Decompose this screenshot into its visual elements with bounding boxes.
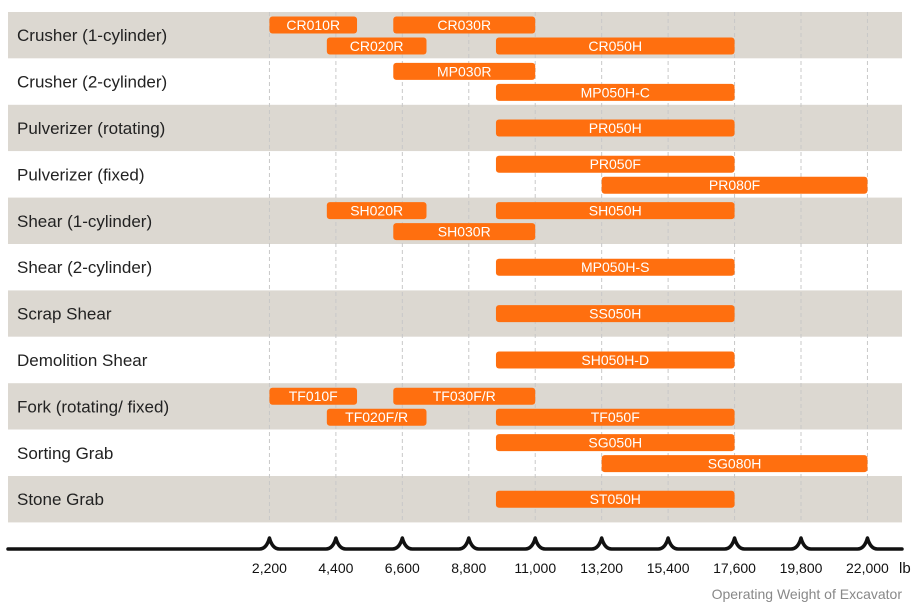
range-bar [495, 155, 735, 173]
range-bar-label: MP050H-S [581, 259, 649, 275]
row-band [8, 104, 902, 152]
range-bar-label: MP050H-C [581, 84, 650, 100]
range-bar [326, 202, 427, 220]
row-label: Sorting Grab [17, 444, 113, 463]
row-label: Crusher (1-cylinder) [17, 26, 167, 45]
range-bar [495, 258, 735, 276]
row-band [8, 290, 902, 337]
range-bar-label: CR020R [350, 38, 404, 54]
range-bar [393, 62, 536, 80]
x-tick-label: 19,800 [780, 560, 823, 576]
x-tick-label: 4,400 [318, 560, 353, 576]
x-tick-label: 15,400 [647, 560, 690, 576]
range-bar-label: MP030R [437, 63, 491, 79]
range-bar [326, 37, 427, 55]
range-bar [495, 351, 735, 369]
range-bar [495, 490, 735, 508]
range-bar-label: PR080F [709, 177, 760, 193]
range-bar-label: SH030R [438, 224, 491, 240]
range-bar-label: CR010R [286, 17, 340, 33]
row-label: Shear (1-cylinder) [17, 212, 152, 231]
range-bar-label: SG050H [588, 435, 642, 451]
x-tick-label: 22,000 [846, 560, 889, 576]
row-label: Scrap Shear [17, 305, 112, 324]
range-bar-label: TF020F/R [345, 409, 408, 425]
range-bar [601, 176, 868, 194]
range-bar-label: ST050H [590, 491, 641, 507]
x-axis-line [6, 536, 904, 551]
range-bar-label: SH020R [350, 203, 403, 219]
row-label: Stone Grab [17, 490, 104, 509]
row-labels: Crusher (1-cylinder) Crusher (2-cylinder)… [17, 26, 169, 509]
row-band [8, 476, 902, 523]
row-band [8, 336, 902, 384]
x-tick-label: 8,800 [451, 560, 486, 576]
row-label: Crusher (2-cylinder) [17, 73, 167, 92]
range-bar [495, 83, 735, 101]
range-bar [495, 305, 735, 323]
range-bar [495, 408, 735, 426]
range-bar-label: SH050H-D [581, 352, 649, 368]
range-bar [393, 387, 536, 405]
row-band [8, 244, 902, 291]
range-bar-label: TF050F [591, 409, 640, 425]
x-tick-label: 2,200 [252, 560, 287, 576]
range-bar-label: CR030R [437, 17, 491, 33]
range-bar-label: SH050H [589, 203, 642, 219]
x-axis-title: Operating Weight of Excavator [712, 586, 903, 602]
x-tick-label: 13,200 [580, 560, 623, 576]
x-axis-unit: lb [899, 560, 911, 577]
range-bar-label: PR050F [590, 156, 641, 172]
range-bar [601, 455, 868, 473]
range-bar-label: SG080H [708, 456, 762, 472]
row-label: Demolition Shear [17, 351, 148, 370]
x-tick-label: 11,000 [514, 560, 556, 576]
range-bar-label: PR050H [589, 120, 642, 136]
range-bar [326, 408, 427, 426]
range-bars: CR010R CR030R CR020R CR050H MP030R MP050H-C PR… [269, 16, 868, 508]
range-bar [495, 434, 735, 452]
x-axis: 2,200 4,400 6,600 8,800 11,000 13,200 15,400 17… [6, 536, 904, 576]
range-bar [269, 16, 358, 34]
row-label: Pulverizer (fixed) [17, 165, 145, 184]
row-label: Pulverizer (rotating) [17, 119, 165, 138]
range-bar-label: SS050H [589, 306, 641, 322]
range-bar [269, 387, 358, 405]
range-bar [495, 119, 735, 137]
row-label: Shear (2-cylinder) [17, 258, 152, 277]
range-bar [495, 202, 735, 220]
range-bar [495, 37, 735, 55]
range-bar [393, 223, 536, 241]
x-tick-label: 17,600 [713, 560, 756, 576]
range-bar-label: CR050H [588, 38, 642, 54]
range-bar [393, 16, 536, 34]
range-bar-label: TF030F/R [433, 388, 496, 404]
row-label: Fork (rotating/ fixed) [17, 397, 169, 416]
x-tick-label: 6,600 [385, 560, 420, 576]
range-bar-label: TF010F [289, 388, 338, 404]
